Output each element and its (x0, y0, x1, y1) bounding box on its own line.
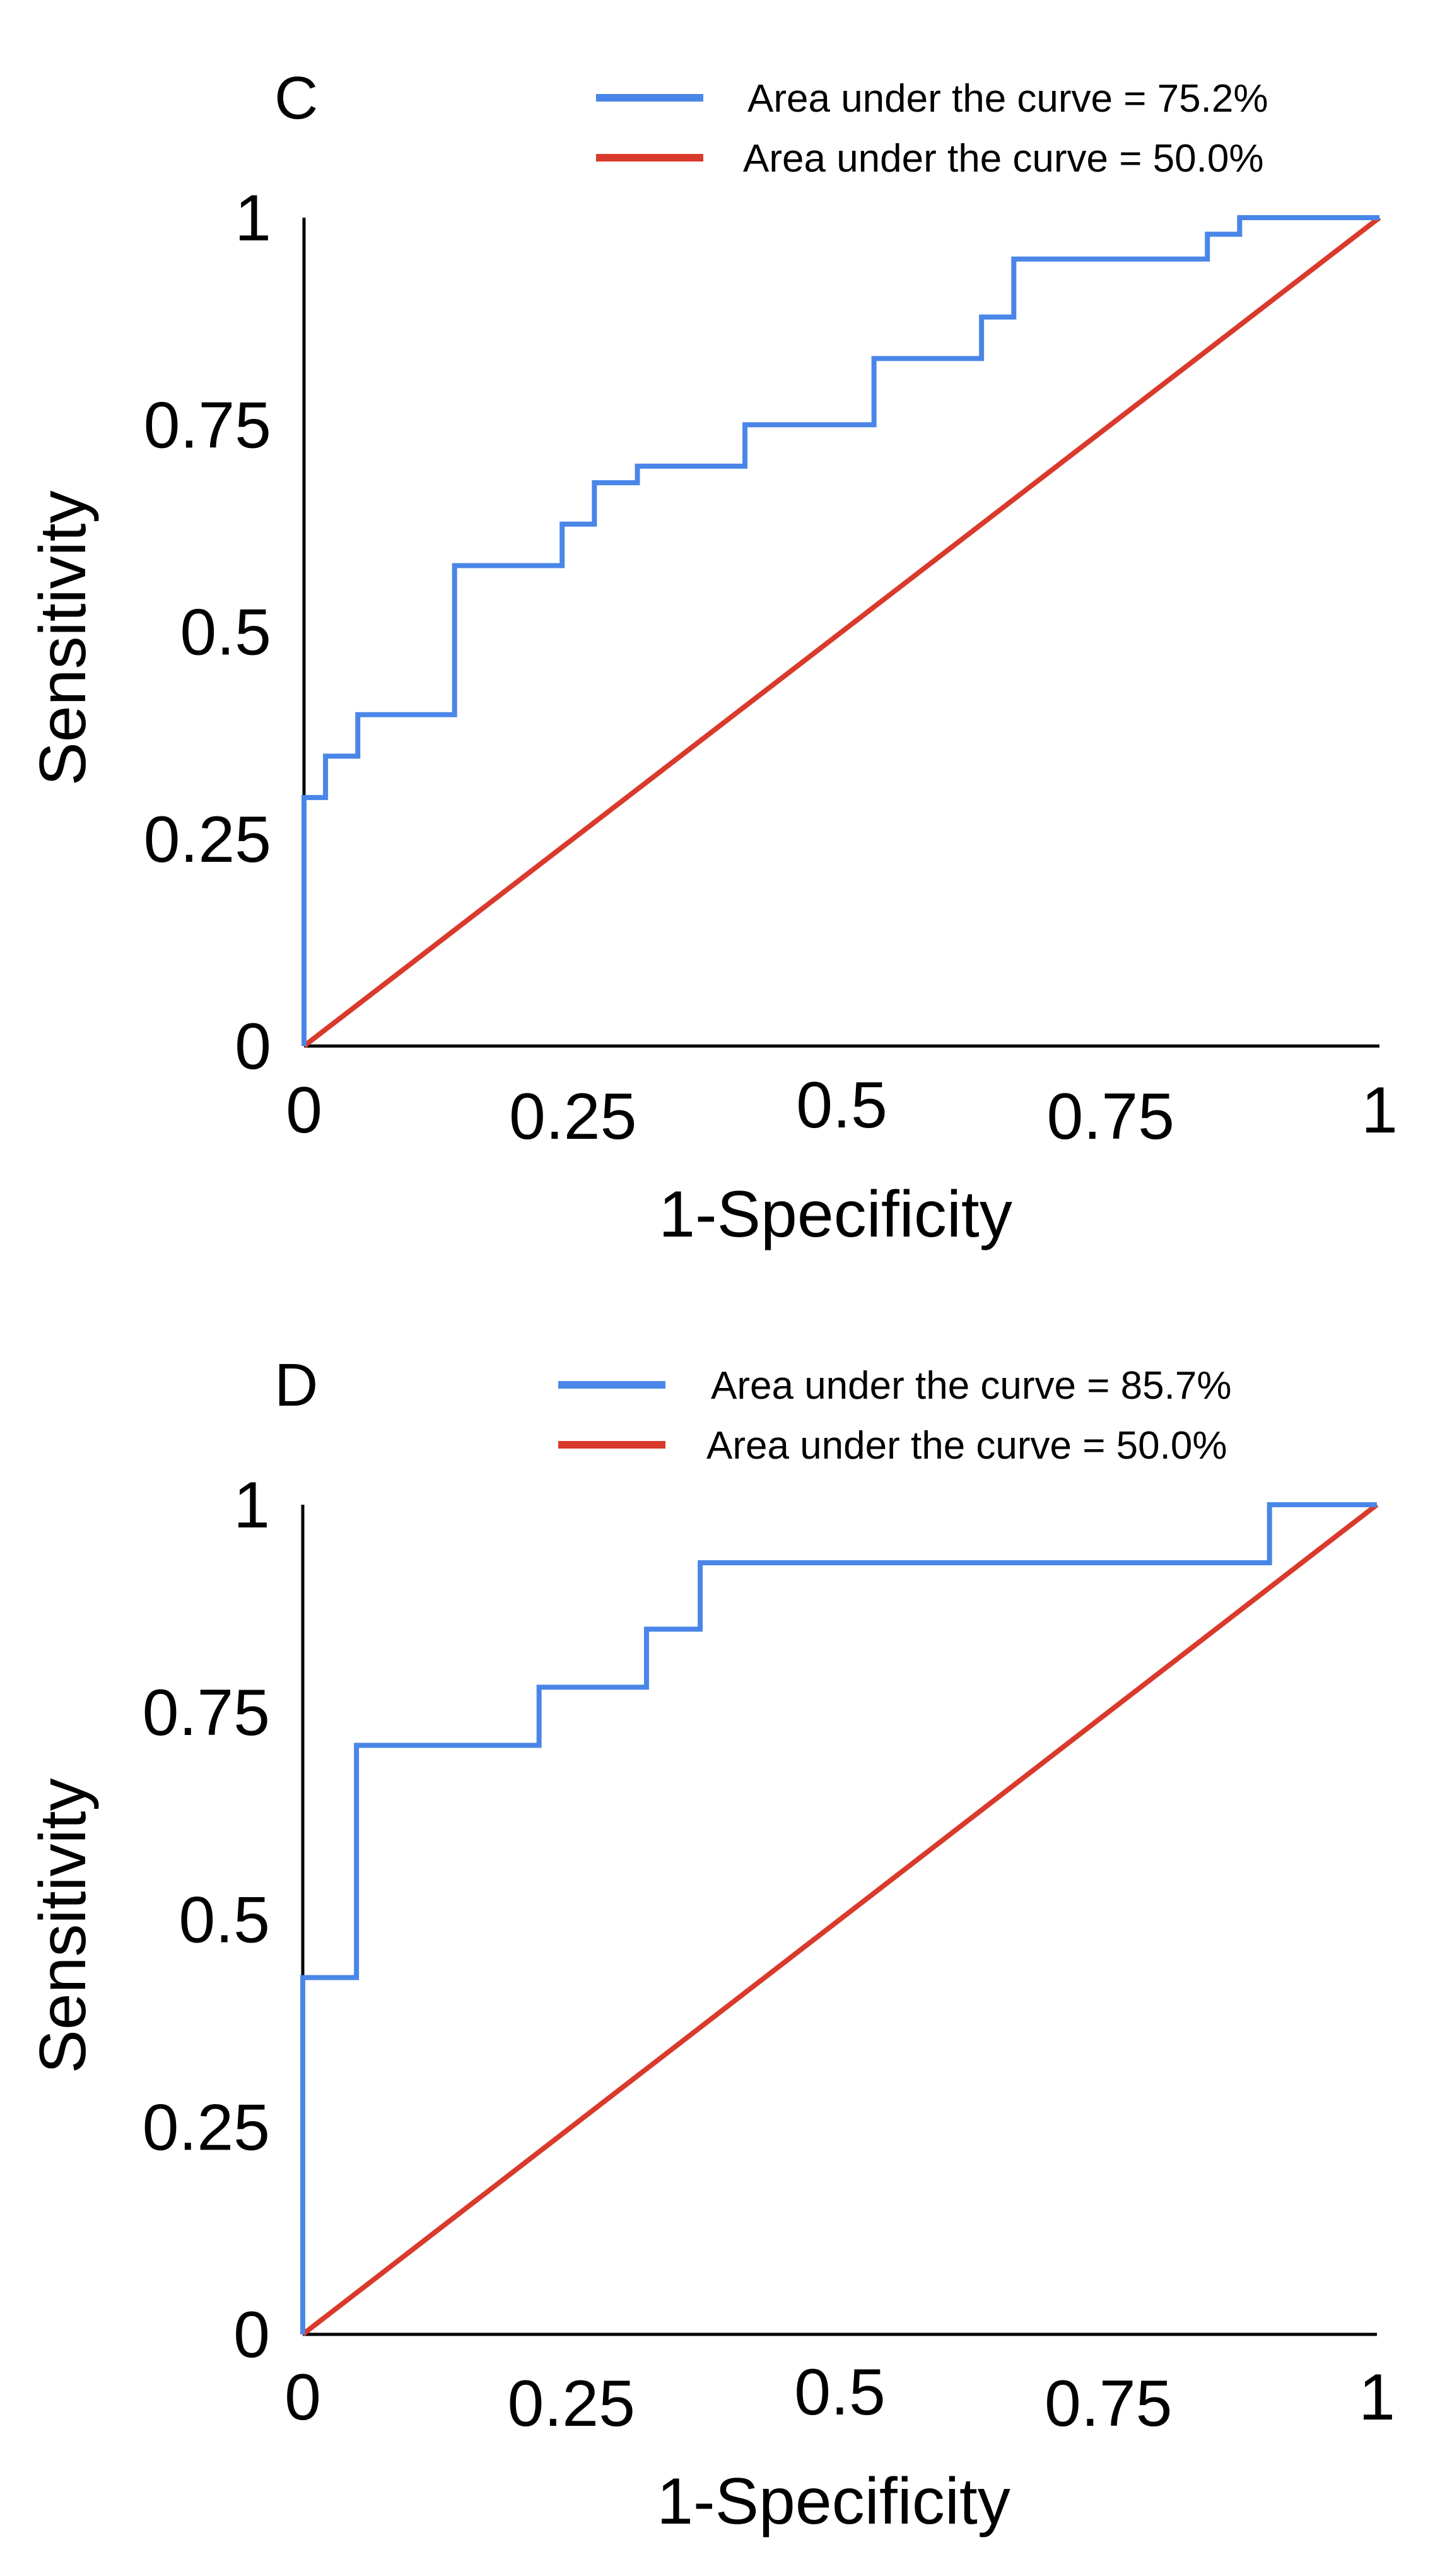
x-tick-label: 1 (1359, 2361, 1395, 2434)
y-axis-title: Sensitivity (26, 1778, 100, 2073)
roc-curve (300, 1502, 1377, 2334)
x-tick-labels: 0 0.25 0.5 0.75 1 (284, 2356, 1395, 2440)
panel-d: D Area under the curve = 85.7%Area under … (26, 1351, 1395, 2538)
legend: Area under the curve = 75.2% Area under t… (596, 77, 1268, 180)
x-tick-label: 0.25 (508, 2367, 635, 2440)
y-tick-labels: 0 0.25 0.5 0.75 1 (144, 182, 271, 1083)
y-tick-label: 0 (233, 2298, 270, 2372)
y-tick-label: 0 (235, 1010, 271, 1083)
y-tick-labels: 0 0.25 0.5 0.75 1 (143, 1469, 270, 2372)
y-tick-label: 0.5 (179, 1884, 270, 1957)
panel-c: C Area under the curve = 75.2%Area under … (26, 64, 1398, 1251)
x-tick-label: 0 (286, 1074, 322, 1147)
legend-label-roc: Area under the curve = 85.7% (711, 1364, 1231, 1408)
x-tick-label: 0.75 (1047, 1080, 1174, 1153)
reference-line (301, 1502, 1379, 2337)
x-axis-title: 1-Specificity (659, 1178, 1012, 1251)
y-tick-label: 1 (235, 182, 271, 255)
reference-line (302, 215, 1381, 1049)
x-axis-title: 1-Specificity (657, 2465, 1010, 2538)
legend: Area under the curve = 85.7% Area under t… (558, 1364, 1231, 1467)
y-tick-label: 0.25 (143, 2091, 270, 2164)
legend-label-reference: Area under the curve = 50.0% (706, 1424, 1227, 1467)
y-tick-label: 0.25 (144, 803, 271, 876)
y-tick-label: 1 (233, 1469, 270, 1542)
legend-label-roc: Area under the curve = 75.2% (747, 77, 1268, 121)
x-tick-label: 0.5 (796, 1069, 887, 1142)
y-tick-label: 0.75 (143, 1676, 270, 1750)
x-tick-label: 0.5 (794, 2356, 886, 2429)
y-tick-label: 0.75 (144, 389, 271, 462)
x-tick-label: 1 (1361, 1074, 1398, 1147)
x-tick-label: 0.25 (509, 1080, 636, 1153)
roc-curve (301, 215, 1379, 1046)
x-tick-label: 0 (284, 2361, 321, 2434)
y-axis-title: Sensitivity (26, 490, 100, 785)
panel-label: C (274, 64, 318, 132)
panel-label: D (274, 1351, 318, 1419)
x-tick-label: 0.75 (1045, 2367, 1172, 2440)
y-tick-label: 0.5 (180, 596, 271, 669)
x-tick-labels: 0 0.25 0.5 0.75 1 (286, 1069, 1398, 1153)
legend-label-reference: Area under the curve = 50.0% (743, 137, 1263, 180)
